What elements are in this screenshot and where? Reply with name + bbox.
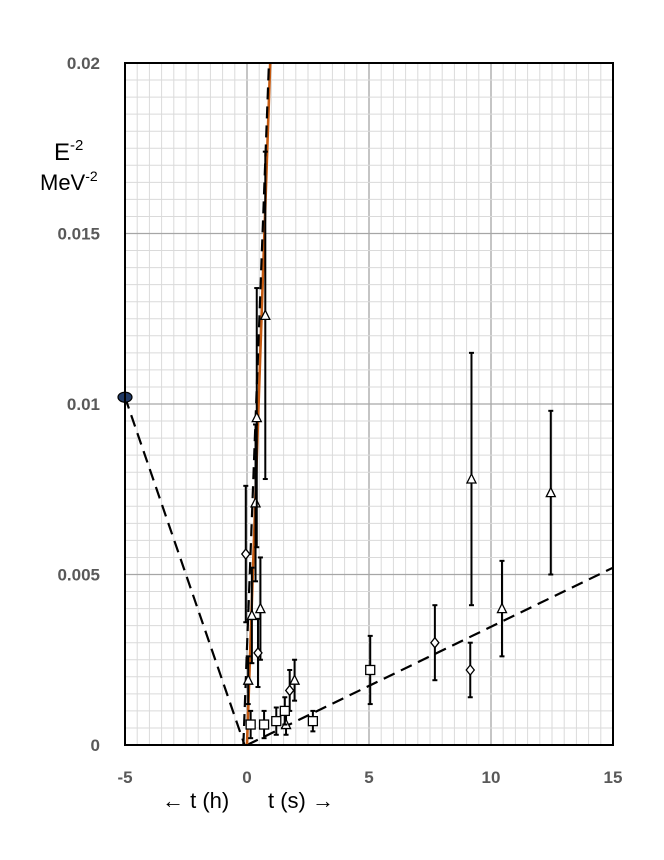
y-tick-label: 0.02 (67, 54, 100, 73)
diamond-marker (284, 684, 295, 697)
triangle-marker (465, 472, 478, 484)
square-marker (365, 664, 376, 676)
x-tick-label: 15 (604, 768, 623, 787)
triangle-marker (259, 308, 271, 320)
triangle-point (496, 559, 508, 658)
square-point (365, 634, 376, 706)
diamond-marker (253, 646, 263, 659)
diamond-point (240, 484, 251, 624)
x-tick-label: 5 (364, 768, 373, 787)
triangle-point (254, 556, 266, 661)
diamond-point (430, 604, 440, 682)
triangle-marker (251, 411, 263, 423)
triangle-marker (242, 673, 254, 685)
triangle-point (259, 150, 271, 481)
y-tick-label: 0.01 (67, 395, 100, 414)
triangle-point (289, 658, 301, 702)
x-tick-label: 10 (482, 768, 501, 787)
square-marker (245, 719, 256, 730)
square-point (307, 709, 319, 733)
y-tick-label: 0.015 (57, 225, 100, 244)
fit-line-solid (245, 63, 272, 745)
square-marker (307, 715, 319, 727)
x-tick-label: 0 (242, 768, 251, 787)
diamond-marker (430, 636, 440, 649)
triangle-marker (254, 602, 266, 614)
plot-frame (124, 62, 614, 746)
y-axis-label-main: E-2 (54, 137, 83, 166)
diamond-point (465, 641, 476, 699)
triangle-point (465, 351, 478, 607)
triangle-marker (249, 496, 262, 508)
tick-labels: -5 0 5 10 15 0 0.005 0.01 0.015 0.02 (57, 54, 622, 787)
x-tick-label: -5 (117, 768, 132, 787)
triangle-point (545, 409, 557, 576)
square-point (258, 709, 270, 740)
square-point (271, 706, 282, 736)
diamond-point (253, 617, 263, 689)
square-point (279, 696, 290, 726)
triangle-point (249, 423, 262, 583)
triangle-point (242, 655, 254, 706)
y-tick-label: 0.005 (57, 566, 100, 585)
square-marker (279, 705, 290, 717)
data-points (117, 150, 557, 740)
fit-line-dashed (246, 566, 613, 745)
diamond-marker (240, 547, 251, 561)
triangle-point (251, 287, 263, 549)
triangle-marker (545, 486, 557, 498)
triangle-point (246, 566, 258, 665)
square-marker (271, 715, 282, 727)
y-axis-label-unit: MeV-2 (40, 168, 98, 195)
diamond-point (284, 668, 295, 712)
triangle-marker (496, 602, 508, 614)
x-axis-label-left: ← t (h) (162, 788, 229, 813)
square-marker (258, 719, 270, 730)
grid-lines (124, 62, 614, 746)
diamond-marker (465, 663, 476, 677)
fit-line-dashed (123, 396, 246, 745)
fit-lines (123, 63, 613, 745)
y-tick-label: 0 (91, 736, 100, 755)
triangle-marker (289, 673, 301, 685)
triangle-marker (246, 608, 258, 621)
x-axis-label-right: t (s) → (268, 788, 334, 813)
square-point (245, 709, 256, 740)
